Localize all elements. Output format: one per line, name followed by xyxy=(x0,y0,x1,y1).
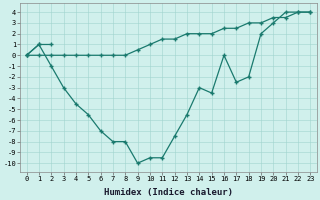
X-axis label: Humidex (Indice chaleur): Humidex (Indice chaleur) xyxy=(104,188,233,197)
